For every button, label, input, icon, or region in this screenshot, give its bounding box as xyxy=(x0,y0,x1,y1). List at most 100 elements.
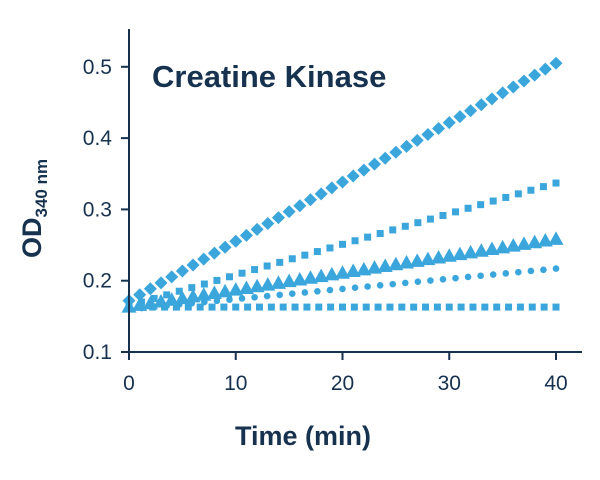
series-2 xyxy=(125,179,560,310)
data-point xyxy=(197,252,211,266)
data-point xyxy=(540,303,548,311)
data-point xyxy=(339,285,346,293)
data-point xyxy=(357,163,371,177)
data-point xyxy=(552,265,560,272)
data-point xyxy=(414,278,422,286)
data-point xyxy=(439,211,447,219)
data-point xyxy=(218,240,232,254)
data-point xyxy=(441,248,457,262)
data-point xyxy=(250,222,264,236)
data-point xyxy=(452,208,460,216)
data-point xyxy=(389,226,397,234)
data-point xyxy=(552,179,560,187)
series-3 xyxy=(121,231,564,313)
data-point xyxy=(137,303,145,311)
y-axis-title-subscript: 340 nm xyxy=(32,159,51,218)
data-point xyxy=(276,291,284,299)
data-point xyxy=(399,255,415,269)
data-point xyxy=(339,303,346,311)
data-point xyxy=(267,303,275,311)
data-point xyxy=(293,199,307,213)
data-point xyxy=(302,270,318,284)
data-point xyxy=(540,266,547,274)
data-point xyxy=(364,283,371,290)
data-point xyxy=(377,258,393,272)
data-point xyxy=(143,282,157,296)
data-point xyxy=(263,262,271,270)
data-point xyxy=(314,287,321,295)
data-point xyxy=(463,244,479,259)
y-tick-label: 0.3 xyxy=(83,198,112,221)
data-point xyxy=(432,122,446,136)
data-point xyxy=(185,288,201,303)
data-point xyxy=(506,80,520,94)
data-point xyxy=(376,282,384,289)
data-point xyxy=(505,303,513,311)
data-point xyxy=(336,175,349,189)
data-point xyxy=(552,303,560,311)
data-point xyxy=(238,280,254,294)
y-tick-label: 0.5 xyxy=(83,56,112,79)
data-point xyxy=(133,288,147,302)
data-point xyxy=(208,303,216,311)
data-point xyxy=(324,266,340,281)
data-point xyxy=(505,238,521,252)
y-tick-label: 0.2 xyxy=(83,270,112,293)
data-point xyxy=(188,284,196,292)
x-tick-label: 30 xyxy=(438,372,461,395)
data-point xyxy=(515,268,522,276)
data-point xyxy=(517,74,531,88)
x-tick-label: 0 xyxy=(123,372,135,395)
data-point xyxy=(356,261,372,276)
data-point xyxy=(313,268,329,283)
data-point xyxy=(474,98,488,112)
data-point xyxy=(389,280,397,288)
x-tick-label: 20 xyxy=(331,372,354,395)
data-point xyxy=(410,133,424,147)
y-tick-label: 0.4 xyxy=(83,127,113,150)
data-point xyxy=(442,116,456,130)
data-point xyxy=(364,233,372,241)
data-point xyxy=(350,303,358,311)
data-point xyxy=(431,249,447,264)
data-point xyxy=(345,263,361,278)
data-point xyxy=(288,290,296,297)
data-point xyxy=(516,303,524,311)
data-point xyxy=(238,269,246,277)
data-point xyxy=(213,276,221,284)
data-point xyxy=(149,303,157,311)
data-point xyxy=(374,303,382,311)
data-point xyxy=(514,190,522,198)
data-point xyxy=(409,253,425,267)
x-tick-label: 10 xyxy=(224,372,247,395)
data-point xyxy=(207,246,221,260)
data-point xyxy=(401,222,409,230)
data-point xyxy=(376,230,384,238)
data-point xyxy=(420,251,436,266)
data-point xyxy=(477,272,484,280)
data-point xyxy=(225,273,233,281)
data-point xyxy=(485,92,499,106)
data-point xyxy=(314,187,328,201)
data-point xyxy=(249,278,265,293)
data-point xyxy=(537,233,553,247)
data-point xyxy=(401,279,409,287)
data-point xyxy=(282,205,296,219)
data-point xyxy=(217,283,233,298)
data-point xyxy=(421,127,435,141)
data-point xyxy=(315,303,323,311)
data-point xyxy=(502,193,510,201)
data-point xyxy=(313,248,321,256)
data-point xyxy=(327,303,335,311)
data-point xyxy=(279,303,287,311)
data-point xyxy=(161,303,169,311)
data-point xyxy=(539,183,547,191)
data-point xyxy=(339,240,346,248)
data-point xyxy=(175,264,189,278)
data-point xyxy=(263,292,271,300)
data-point xyxy=(527,234,543,249)
data-point xyxy=(229,234,243,248)
data-point xyxy=(226,296,233,303)
data-point xyxy=(548,231,564,245)
data-point xyxy=(270,275,286,289)
